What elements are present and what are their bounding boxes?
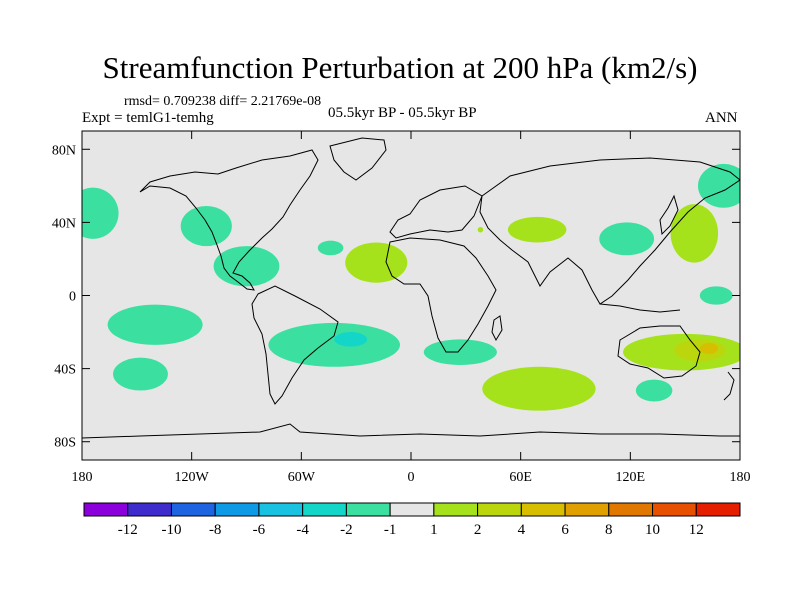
colorbar-label: 12 (689, 522, 704, 538)
contour-region (699, 343, 719, 354)
contour-region (113, 357, 168, 391)
plot-background (82, 131, 740, 460)
x-tick-label: 0 (408, 470, 415, 485)
x-tick-label: 120E (616, 470, 646, 485)
colorbar-label: 6 (561, 522, 569, 538)
colorbar-label: -6 (253, 522, 266, 538)
contour-region (268, 322, 401, 367)
colorbar-label: -10 (161, 522, 181, 538)
colorbar-label: 8 (605, 522, 613, 538)
colorbar-swatch (389, 502, 435, 517)
colorbar-swatch (302, 502, 347, 517)
colorbar-swatch (564, 502, 610, 517)
x-tick-label: 60E (509, 470, 532, 485)
contour-region (423, 339, 497, 365)
colorbar-label: 1 (430, 522, 438, 538)
x-tick-label: 180 (730, 470, 751, 485)
colorbar-swatch (83, 502, 129, 517)
colorbar-label: 2 (474, 522, 482, 538)
expt-label: Expt = temlG1-temhg (82, 110, 214, 126)
colorbar-label: -12 (118, 522, 138, 538)
colorbar-label: -1 (384, 522, 397, 538)
colorbar-swatch (433, 502, 479, 517)
contour-region (507, 216, 567, 243)
colorbar-swatch (477, 502, 522, 517)
colorbar-swatch (214, 502, 260, 517)
colorbar-label: -8 (209, 522, 222, 538)
contour-region (599, 222, 655, 256)
period-label: 05.5kyr BP - 05.5kyr BP (328, 105, 477, 121)
chart-title: Streamfunction Perturbation at 200 hPa (… (102, 50, 698, 85)
colorbar-swatch (652, 502, 697, 517)
x-tick-label: 120W (175, 470, 210, 485)
season-label: ANN (705, 110, 738, 126)
y-tick-label: 80N (52, 143, 76, 158)
contour-region (107, 304, 203, 345)
colorbar-label: 10 (645, 522, 660, 538)
colorbar-label: -2 (340, 522, 353, 538)
y-tick-label: 40S (54, 363, 76, 378)
contour-region (674, 339, 726, 362)
colorbar-label: 4 (518, 522, 526, 538)
contour-region (317, 240, 344, 256)
y-tick-label: 80S (54, 436, 76, 451)
contour-region (477, 226, 484, 233)
colorbar-label: -4 (296, 522, 309, 538)
y-tick-label: 0 (69, 290, 76, 305)
stats-line: rmsd= 0.709238 diff= 2.21769e-08 (124, 94, 322, 109)
contour-region (482, 366, 596, 411)
contour-region (180, 205, 232, 247)
colorbar-swatch (695, 502, 741, 517)
x-tick-label: 180 (72, 470, 93, 485)
contour-region (82, 187, 119, 239)
x-tick-label: 60W (288, 470, 316, 485)
colorbar-swatch (170, 502, 216, 517)
axes: 180 120W 60W 0 60E 120E 180 80N 40N 0 40S 80S (52, 131, 751, 485)
contour-region (697, 163, 740, 208)
contour-region (635, 379, 673, 402)
coastlines (82, 137, 740, 439)
colorbar: -12 -10 -8 -6 -4 -2 -1 1 2 4 6 8 10 12 (83, 502, 741, 538)
colorbar-swatch (608, 502, 654, 517)
contour-region (670, 204, 719, 263)
y-tick-label: 40N (52, 216, 76, 231)
colorbar-swatch (258, 502, 304, 517)
colorbar-swatch (127, 502, 172, 517)
contour-regions (82, 163, 740, 411)
contour-region (345, 242, 408, 283)
colorbar-swatch (345, 502, 391, 517)
contour-region (699, 286, 733, 305)
colorbar-swatch (520, 502, 566, 517)
contour-region (334, 332, 368, 347)
